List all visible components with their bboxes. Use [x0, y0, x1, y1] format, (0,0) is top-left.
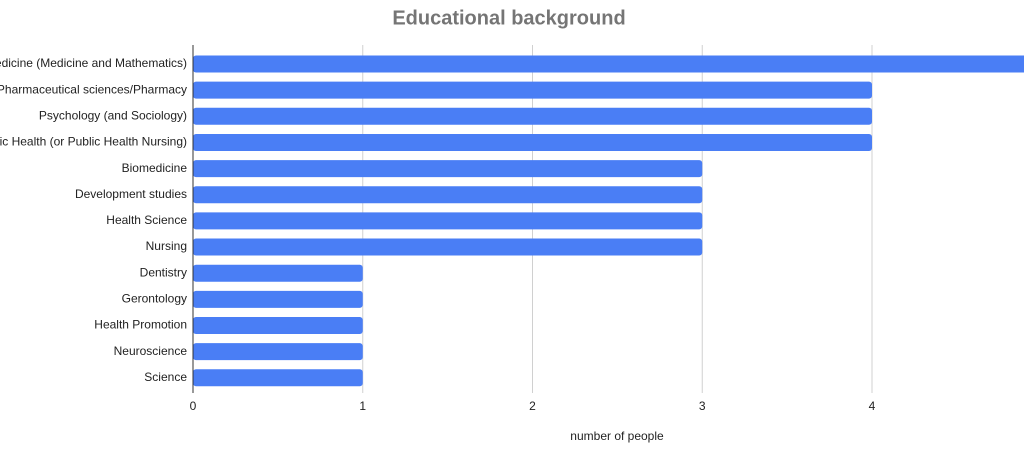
x-tick-label: 1 — [359, 399, 366, 413]
x-tick-label: 0 — [190, 399, 197, 413]
x-tick-label: 2 — [529, 399, 536, 413]
y-tick-label: Biomedicine — [122, 161, 188, 175]
y-tick-label: ic Health (or Public Health Nursing) — [0, 135, 187, 149]
bar — [193, 81, 872, 99]
bar — [193, 212, 703, 230]
bar — [193, 290, 363, 308]
y-tick-label: Dentistry — [140, 265, 187, 279]
bar — [193, 264, 363, 282]
y-tick-label: Development studies — [75, 187, 187, 201]
bar — [193, 107, 872, 125]
y-tick-label: edicine (Medicine and Mathematics) — [0, 56, 187, 70]
y-tick-label: Health Promotion — [94, 318, 187, 332]
y-tick-label: Neuroscience — [114, 344, 188, 358]
bar — [193, 133, 872, 151]
bar — [193, 317, 363, 334]
y-tick-label: Pharmaceutical sciences/Pharmacy — [0, 82, 187, 96]
bar — [193, 343, 363, 361]
x-tick-label: 3 — [699, 399, 706, 413]
bar — [193, 238, 703, 256]
y-tick-label: Health Science — [106, 213, 187, 227]
bar — [193, 186, 703, 204]
bar — [193, 369, 363, 387]
bar — [193, 160, 703, 178]
y-tick-label: Psychology (and Sociology) — [39, 108, 187, 122]
y-tick-label: Science — [144, 370, 187, 384]
y-tick-label: Nursing — [146, 239, 187, 253]
bar — [193, 55, 1024, 73]
y-tick-label: Gerontology — [122, 292, 187, 306]
x-axis-label: number of people — [570, 429, 664, 443]
x-tick-label: 4 — [869, 399, 876, 413]
chart-title: Educational background — [392, 7, 625, 29]
